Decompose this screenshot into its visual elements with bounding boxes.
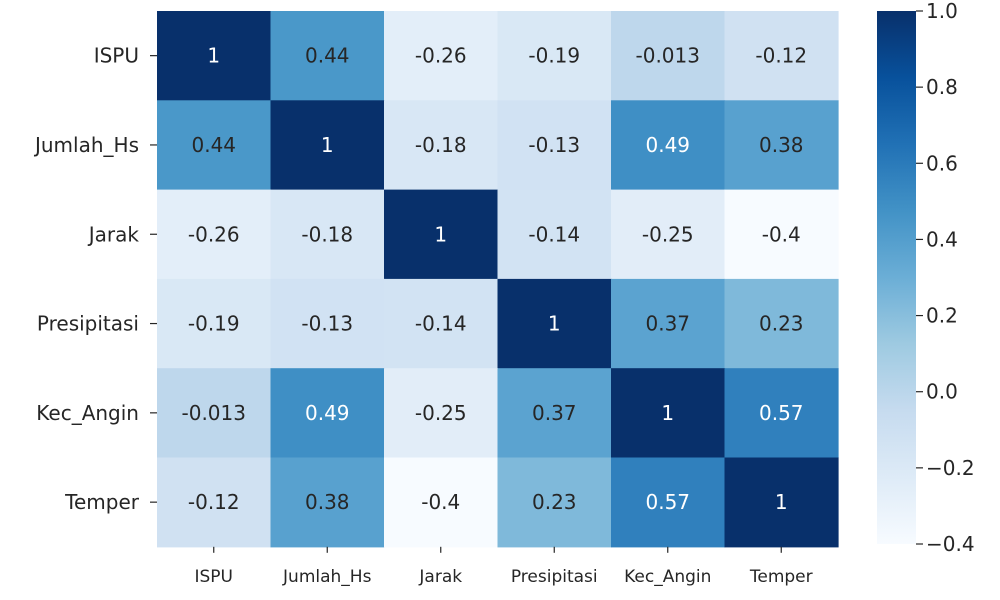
heatmap-cell bbox=[157, 368, 272, 459]
cell-value-label: -0.25 bbox=[415, 401, 467, 425]
cell-value-label: -0.13 bbox=[301, 312, 353, 336]
heatmap-cell bbox=[270, 100, 385, 191]
heatmap-cell bbox=[270, 278, 385, 369]
cell-value-label: 1 bbox=[321, 133, 334, 157]
heatmap-cell bbox=[497, 457, 612, 548]
cell-value-label: -0.013 bbox=[636, 44, 700, 68]
x-tick-label: Jarak bbox=[418, 567, 462, 587]
heatmap-cell bbox=[384, 189, 499, 280]
cell-value-label: 1 bbox=[207, 44, 220, 68]
x-tick-label: Presipitasi bbox=[511, 567, 598, 587]
heatmap-cell bbox=[384, 368, 499, 459]
colorbar-tick-label: 1.0 bbox=[926, 0, 958, 23]
colorbar-tick-label: 0.4 bbox=[926, 227, 958, 251]
heatmap-cell bbox=[157, 189, 272, 280]
heatmap-cell bbox=[724, 100, 839, 191]
x-tick-label: Temper bbox=[749, 567, 813, 587]
heatmap-cell bbox=[384, 11, 499, 101]
heatmap-cell bbox=[497, 11, 612, 101]
cell-value-label: 1 bbox=[548, 312, 561, 336]
cell-value-label: 0.38 bbox=[305, 490, 350, 514]
cell-value-label: 0.38 bbox=[759, 133, 804, 157]
cell-value-label: -0.12 bbox=[755, 44, 807, 68]
heatmap-cell bbox=[384, 100, 499, 191]
heatmap-cell bbox=[724, 11, 839, 101]
heatmap-cell bbox=[270, 368, 385, 459]
y-tick-label: ISPU bbox=[94, 44, 139, 68]
cell-value-label: -0.26 bbox=[415, 44, 467, 68]
cell-value-label: -0.4 bbox=[421, 490, 460, 514]
cell-value-label: 0.37 bbox=[532, 401, 577, 425]
cell-value-label: -0.18 bbox=[301, 222, 353, 246]
cell-value-label: -0.12 bbox=[188, 490, 240, 514]
heatmap-cell bbox=[157, 11, 272, 101]
cell-value-label: -0.19 bbox=[528, 44, 580, 68]
colorbar-tick-label: −0.4 bbox=[926, 532, 975, 556]
heatmap-cell bbox=[384, 457, 499, 548]
cell-value-label: -0.25 bbox=[642, 222, 694, 246]
cell-value-label: 0.57 bbox=[759, 401, 804, 425]
y-tick-label: Jumlah_Hs bbox=[33, 133, 139, 157]
heatmap-cell bbox=[611, 189, 726, 280]
heatmap-cell bbox=[611, 278, 726, 369]
y-tick-label: Temper bbox=[64, 490, 140, 514]
heatmap-cell bbox=[611, 11, 726, 101]
cell-value-label: -0.26 bbox=[188, 222, 240, 246]
cell-value-label: 0.57 bbox=[645, 490, 690, 514]
cell-value-label: -0.19 bbox=[188, 312, 240, 336]
y-axis-tick-labels: ISPU Jumlah_Hs Jarak Presipitasi Kec_Angin Te… bbox=[33, 44, 157, 514]
colorbar-tick-label: −0.2 bbox=[926, 456, 975, 480]
heatmap-cell bbox=[497, 368, 612, 459]
heatmap-cell bbox=[611, 457, 726, 548]
heatmap-cell bbox=[724, 457, 839, 548]
cell-value-label: -0.14 bbox=[528, 222, 580, 246]
cell-value-label: 0.37 bbox=[645, 312, 690, 336]
y-tick-label: Presipitasi bbox=[37, 312, 139, 336]
colorbar-tick-label: 0.8 bbox=[926, 75, 958, 99]
heatmap-cell bbox=[270, 189, 385, 280]
cell-value-label: 0.44 bbox=[191, 133, 236, 157]
heatmap-cell bbox=[157, 457, 272, 548]
colorbar: 1.0 0.8 0.6 0.4 0.2 0.0 −0.2 −0.4 bbox=[877, 0, 975, 556]
colorbar-tick-label: 0.6 bbox=[926, 151, 958, 175]
cell-value-label: 0.44 bbox=[305, 44, 350, 68]
heatmap-cell bbox=[611, 368, 726, 459]
heatmap-cells: 1 0.44 -0.26 -0.19 -0.013 -0.12 0.44 1 -0.18 -0.1… bbox=[157, 11, 839, 548]
cell-value-label: 1 bbox=[434, 222, 447, 246]
cell-value-label: 1 bbox=[775, 490, 788, 514]
cell-value-label: 0.23 bbox=[532, 490, 577, 514]
heatmap-cell bbox=[497, 278, 612, 369]
heatmap-cell bbox=[497, 100, 612, 191]
heatmap-cell bbox=[497, 189, 612, 280]
cell-value-label: 1 bbox=[661, 401, 674, 425]
heatmap-cell bbox=[157, 278, 272, 369]
cell-value-label: 0.23 bbox=[759, 312, 804, 336]
x-tick-label: Kec_Angin bbox=[624, 567, 711, 587]
heatmap-cell bbox=[611, 100, 726, 191]
colorbar-tick-label: 0.2 bbox=[926, 304, 958, 328]
cell-value-label: 0.49 bbox=[645, 133, 690, 157]
heatmap-cell bbox=[724, 189, 839, 280]
x-tick-label: ISPU bbox=[195, 567, 234, 587]
heatmap-cell bbox=[270, 457, 385, 548]
heatmap-cell bbox=[270, 11, 385, 101]
cell-value-label: -0.013 bbox=[182, 401, 246, 425]
x-axis-tick-labels: ISPU Jumlah_Hs Jarak Presipitasi Kec_Angin Te… bbox=[195, 546, 813, 587]
colorbar-gradient bbox=[877, 11, 916, 544]
cell-value-label: -0.18 bbox=[415, 133, 467, 157]
heatmap-cell bbox=[384, 278, 499, 369]
heatmap-cell bbox=[724, 368, 839, 459]
y-tick-label: Jarak bbox=[87, 222, 140, 246]
y-tick-label: Kec_Angin bbox=[36, 401, 139, 425]
cell-value-label: -0.4 bbox=[762, 222, 801, 246]
heatmap-cell bbox=[724, 278, 839, 369]
cell-value-label: -0.14 bbox=[415, 312, 467, 336]
heatmap-cell bbox=[157, 100, 272, 191]
colorbar-tick-label: 0.0 bbox=[926, 380, 958, 404]
cell-value-label: -0.13 bbox=[528, 133, 580, 157]
x-tick-label: Jumlah_Hs bbox=[282, 567, 372, 587]
cell-value-label: 0.49 bbox=[305, 401, 350, 425]
